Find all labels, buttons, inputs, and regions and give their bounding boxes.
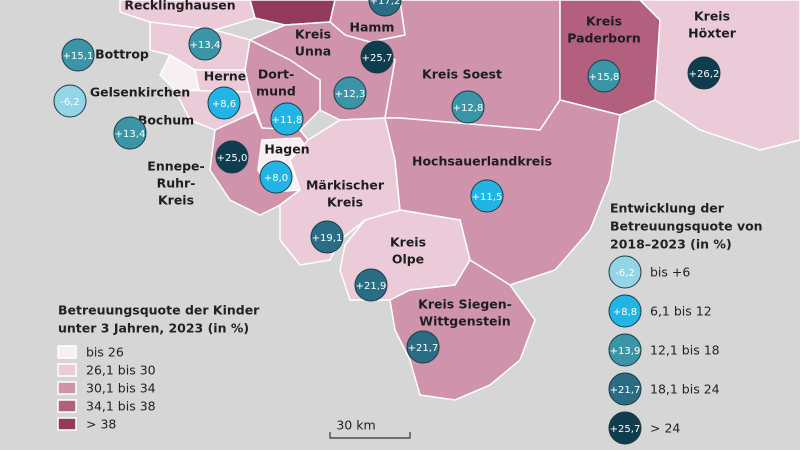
legend-title: Betreuungsquote der Kinder [58, 303, 260, 318]
region-label: Hagen [264, 142, 309, 157]
region-label: Kreis [158, 193, 194, 208]
legend-swatch [57, 363, 77, 377]
change-label: +17,2 [370, 0, 401, 7]
change-bubble [61, 38, 95, 72]
legend-title: 2018–2023 (in %) [610, 237, 732, 252]
change-bubble [53, 84, 87, 118]
legend-swatch [57, 345, 77, 359]
legend-bubble-label: +21,7 [610, 385, 641, 396]
legend-label: 12,1 bis 18 [650, 343, 720, 358]
region-label: Kreis [390, 235, 426, 250]
scale-bar: 30 km [329, 418, 411, 439]
change-label: -6,2 [60, 97, 80, 108]
change-label: +11,5 [472, 192, 503, 203]
legend-bubble [608, 294, 642, 328]
legend-bubble [608, 411, 642, 445]
change-label: +13,4 [115, 129, 146, 140]
legend-title: Entwicklung der [610, 201, 725, 216]
change-bubble [215, 140, 249, 174]
region-label: Recklinghausen [124, 0, 235, 13]
change-bubble [270, 102, 304, 136]
change-bubble [259, 160, 293, 194]
region [389, 258, 536, 401]
legend-swatch [57, 399, 77, 413]
legend-swatch [57, 381, 77, 395]
region-label: Paderborn [567, 31, 640, 46]
region-label: Hamm [350, 20, 395, 35]
change-bubble [406, 330, 440, 364]
region-label: Kreis Soest [422, 67, 502, 82]
legend-label: bis +6 [650, 265, 690, 280]
region-label: Ennepe- [147, 159, 204, 174]
change-label: +21,9 [356, 281, 387, 292]
change-bubble [687, 56, 721, 90]
scale-label: 30 km [336, 418, 375, 433]
region-label: Ruhr- [157, 176, 196, 191]
region-label: Hochsauerlandkreis [412, 154, 552, 169]
region-label: Kreis [327, 195, 363, 210]
legend-bubble-label: +25,7 [610, 424, 641, 435]
region-label: Höxter [688, 26, 737, 41]
legend-label: 34,1 bis 38 [86, 399, 156, 414]
region-label: Unna [295, 44, 331, 59]
scale-line [329, 432, 411, 439]
legend-bubble-label: -6,2 [615, 268, 635, 279]
change-bubble [451, 90, 485, 124]
region-label: mund [256, 84, 296, 99]
change-bubble [587, 59, 621, 93]
legend-bubble [608, 333, 642, 367]
legend-bubble [608, 372, 642, 406]
change-label: +26,2 [689, 69, 720, 80]
change-bubble [188, 27, 222, 61]
region-label: Bochum [138, 113, 194, 128]
change-bubble [360, 40, 394, 74]
legend-title: Betreuungsquote von [610, 219, 763, 234]
legend-label: 18,1 bis 24 [650, 382, 720, 397]
legend-label: 30,1 bis 34 [86, 381, 156, 396]
region-label: Kreis Siegen- [418, 297, 512, 312]
change-label: +15,8 [589, 72, 620, 83]
change-bubble [207, 86, 241, 120]
legend-swatch [57, 417, 77, 431]
change-bubble [354, 268, 388, 302]
change-label: +8,0 [264, 173, 288, 184]
legend-bubble-label: +8,8 [613, 307, 637, 318]
change-bubble [113, 116, 147, 150]
legend-bubble [608, 255, 642, 289]
change-label: +13,4 [190, 40, 221, 51]
change-label: +11,8 [272, 115, 303, 126]
change-label: +8,6 [212, 99, 236, 110]
legend-label: > 38 [86, 417, 116, 432]
region-label: Kreis [586, 14, 622, 29]
region-label: Dort- [258, 67, 294, 82]
legend-label: 26,1 bis 30 [86, 363, 156, 378]
region-label: Kreis [694, 9, 730, 24]
region-label: Bottrop [95, 47, 149, 62]
region-label: Gelsenkirchen [90, 85, 190, 100]
change-bubble [368, 0, 402, 17]
change-label: +12,8 [453, 103, 484, 114]
change-label: +19,1 [312, 233, 343, 244]
region-label: Herne [204, 69, 246, 84]
change-label: +12,3 [335, 89, 366, 100]
legend-label: bis 26 [86, 345, 124, 360]
change-label: +15,1 [63, 51, 94, 62]
legend-bubble-label: +13,9 [610, 346, 641, 357]
region-label: Olpe [392, 252, 424, 267]
legend-label: > 24 [650, 421, 680, 436]
change-label: +25,0 [217, 153, 248, 164]
change-bubble [333, 76, 367, 110]
region-label: Wittgenstein [419, 314, 510, 329]
legend-title: unter 3 Jahren, 2023 (in %) [58, 321, 249, 336]
legend-label: 6,1 bis 12 [650, 304, 712, 319]
change-bubble [470, 179, 504, 213]
change-bubble [310, 220, 344, 254]
change-label: +21,7 [408, 343, 439, 354]
region [249, 0, 336, 26]
change-label: +25,7 [362, 53, 393, 64]
region-label: Märkischer [306, 178, 385, 193]
region-label: Kreis [295, 27, 331, 42]
